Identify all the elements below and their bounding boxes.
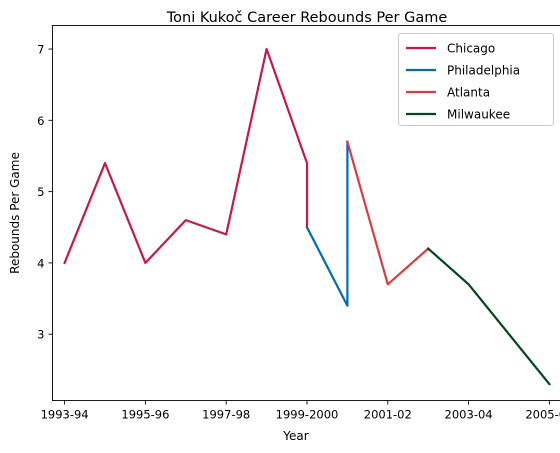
series-line-milwaukee — [426, 247, 551, 386]
series-line-chicago — [63, 47, 309, 265]
x-tick-label: 1999-2000 — [276, 408, 339, 422]
legend-frame — [398, 33, 554, 126]
legend-label: Chicago — [447, 42, 495, 56]
x-tick-label: 2001-02 — [364, 408, 412, 422]
x-axis-label: Year — [282, 429, 308, 443]
x-tick-label: 1993-94 — [41, 408, 89, 422]
y-tick-label: 6 — [37, 114, 44, 128]
x-tick-label: 2005-06 — [525, 408, 560, 422]
plot-area — [52, 25, 560, 401]
series-line-atlanta — [346, 140, 430, 286]
series-line-philadelphia — [305, 140, 349, 307]
x-tick-label: 1995-96 — [121, 408, 169, 422]
legend: Chicago Philadelphia Atlanta Milwaukee — [398, 33, 554, 126]
y-tick-label: 4 — [37, 256, 44, 270]
y-axis: 3 4 5 6 7 — [37, 43, 53, 342]
y-tick-label: 3 — [37, 328, 44, 342]
x-tick-label: 2003-04 — [445, 408, 493, 422]
chart-title: Toni Kukoč Career Rebounds Per Game — [166, 10, 448, 26]
x-axis: 1993-94 1995-96 1997-98 1999-2000 2001-02 200… — [41, 400, 560, 422]
x-tick-label: 1997-98 — [202, 408, 250, 422]
y-tick-label: 7 — [37, 43, 44, 57]
y-axis-label: Rebounds Per Game — [8, 152, 22, 274]
y-tick-label: 5 — [37, 185, 44, 199]
legend-label: Philadelphia — [447, 64, 520, 78]
legend-label: Milwaukee — [447, 108, 510, 122]
series-layer — [63, 47, 551, 386]
legend-label: Atlanta — [447, 86, 490, 100]
